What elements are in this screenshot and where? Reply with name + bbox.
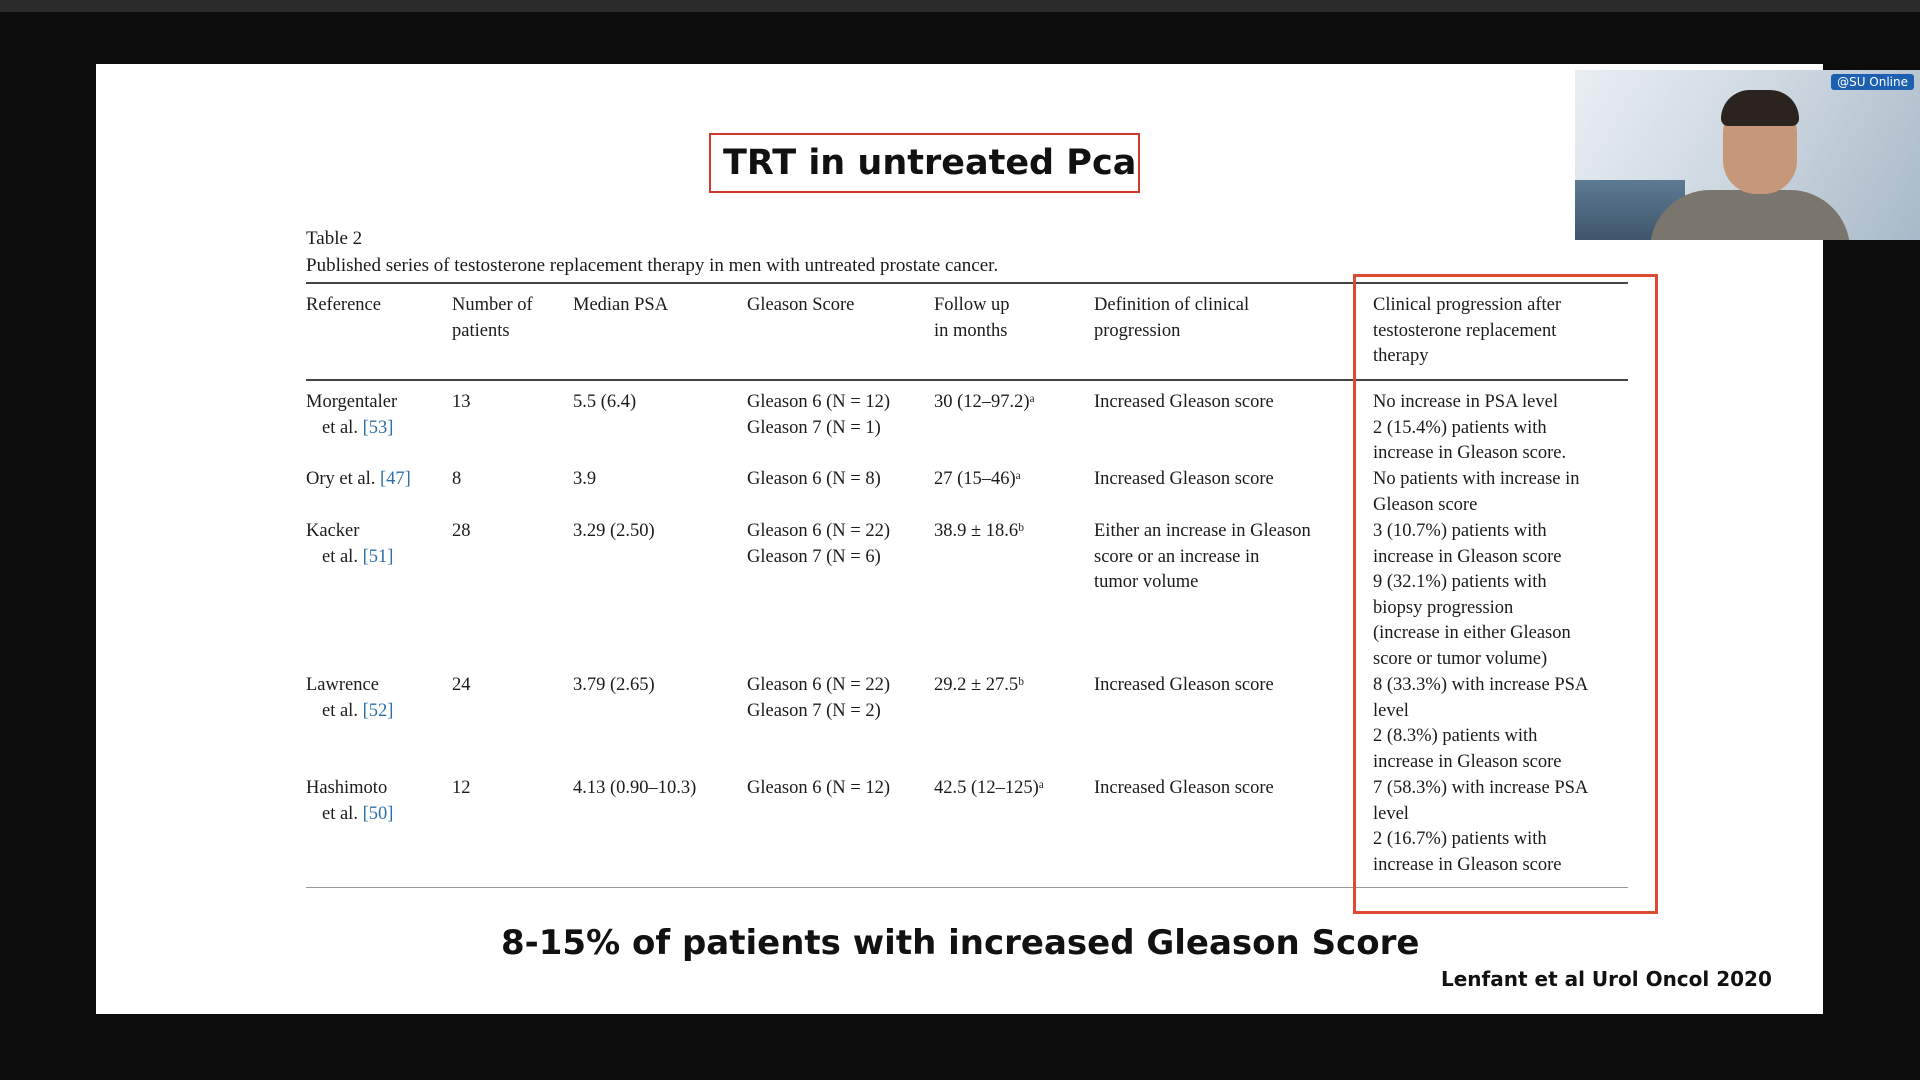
reference-link[interactable]: [50]: [362, 803, 394, 824]
table-row-5-gleason: Gleason 6 (N = 12): [747, 778, 890, 798]
table-row-4-definition: Increased Gleason score: [1094, 675, 1274, 695]
slide-title: TRT in untreated Pca: [709, 133, 1140, 193]
table-row-2-gleason: Gleason 6 (N = 8): [747, 469, 881, 489]
table-row-2-followup: 27 (15–46)ᵃ: [934, 469, 1021, 489]
table-row-3-reference: Kacker et al. [51]: [306, 519, 393, 570]
table-row-3-gleason: Gleason 6 (N = 22) Gleason 7 (N = 6): [747, 521, 890, 567]
table-row-5-followup: 42.5 (12–125)ᵃ: [934, 778, 1044, 798]
table-row-3-psa: 3.29 (2.50): [573, 521, 655, 541]
table-row-4-gleason: Gleason 6 (N = 22) Gleason 7 (N = 2): [747, 675, 890, 721]
header-follow-up: Follow up in months: [934, 295, 1010, 341]
reference-link[interactable]: [52]: [362, 700, 394, 721]
header-bottom-rule: [306, 379, 1628, 381]
reference-author: Ory et al.: [306, 469, 376, 489]
table-row-5-definition: Increased Gleason score: [1094, 778, 1274, 798]
speaker-body: [1650, 190, 1850, 240]
table-caption: Table 2 Published series of testosterone…: [306, 225, 998, 279]
reference-author: Kacker: [306, 521, 360, 541]
table-row-1-progression: No increase in PSA level 2 (15.4%) patie…: [1373, 392, 1567, 463]
table-row-1-definition: Increased Gleason score: [1094, 392, 1274, 412]
header-clinical-progression: Clinical progression after testosterone …: [1373, 295, 1562, 366]
reference-link[interactable]: [53]: [362, 417, 394, 438]
table-row-5-patients: 12: [452, 778, 471, 798]
table-description: Published series of testosterone replace…: [306, 255, 999, 276]
speaker-hair: [1721, 90, 1799, 126]
reference-suffix: et al.: [322, 803, 358, 824]
presentation-slide: TRT in untreated Pca Table 2 Published s…: [96, 64, 1823, 1014]
header-gleason-score: Gleason Score: [747, 295, 855, 315]
table-row-5-progression: 7 (58.3%) with increase PSA level 2 (16.…: [1373, 778, 1589, 875]
table-row-1-reference: Morgentaler et al. [53]: [306, 390, 397, 441]
header-number-of-patients: Number of patients: [452, 295, 533, 341]
reference-suffix: et al.: [322, 700, 358, 721]
online-badge: @SU Online: [1831, 74, 1914, 90]
table-row-2-psa: 3.9: [573, 469, 597, 489]
reference-suffix: et al.: [322, 417, 358, 438]
table-row-1-patients: 13: [452, 392, 471, 412]
header-definition: Definition of clinical progression: [1094, 295, 1250, 341]
table-label: Table 2: [306, 228, 363, 249]
table-bottom-rule: [306, 887, 1628, 888]
table-row-3-definition: Either an increase in Gleason score or a…: [1094, 521, 1311, 592]
table-row-2-progression: No patients with increase in Gleason sco…: [1373, 469, 1580, 515]
header-reference: Reference: [306, 295, 381, 315]
table-row-4-followup: 29.2 ± 27.5ᵇ: [934, 675, 1024, 695]
table-row-1-gleason: Gleason 6 (N = 12) Gleason 7 (N = 1): [747, 392, 890, 438]
highlight-box: [1353, 274, 1658, 914]
reference-author: Hashimoto: [306, 778, 388, 798]
table-row-4-psa: 3.79 (2.65): [573, 675, 655, 695]
reference-link[interactable]: [47]: [379, 469, 411, 489]
table-row-2-patients: 8: [452, 469, 462, 489]
table-top-rule: [306, 282, 1628, 284]
reference-suffix: et al.: [322, 546, 358, 567]
header-median-psa: Median PSA: [573, 295, 669, 315]
top-bar: [0, 0, 1920, 12]
takeaway-text: 8-15% of patients with increased Gleason…: [501, 923, 1420, 963]
table-row-4-reference: Lawrence et al. [52]: [306, 673, 393, 724]
table-row-4-progression: 8 (33.3%) with increase PSA level 2 (8.3…: [1373, 675, 1589, 772]
table-row-2-definition: Increased Gleason score: [1094, 469, 1274, 489]
reference-link[interactable]: [51]: [362, 546, 394, 567]
table-row-3-followup: 38.9 ± 18.6ᵇ: [934, 521, 1024, 541]
reference-author: Lawrence: [306, 675, 379, 695]
table-row-5-reference: Hashimoto et al. [50]: [306, 776, 393, 827]
table-row-3-progression: 3 (10.7%) patients with increase in Glea…: [1373, 521, 1571, 669]
table-row-4-patients: 24: [452, 675, 471, 695]
table-row-2-reference: Ory et al. [47]: [306, 467, 411, 493]
reference-author: Morgentaler: [306, 392, 398, 412]
table-row-1-followup: 30 (12–97.2)ᵃ: [934, 392, 1035, 412]
table-row-5-psa: 4.13 (0.90–10.3): [573, 778, 697, 798]
table-row-3-patients: 28: [452, 521, 471, 541]
citation-text: Lenfant et al Urol Oncol 2020: [1441, 967, 1772, 991]
webcam-video[interactable]: @SU Online: [1575, 70, 1920, 240]
table-row-1-psa: 5.5 (6.4): [573, 392, 637, 412]
